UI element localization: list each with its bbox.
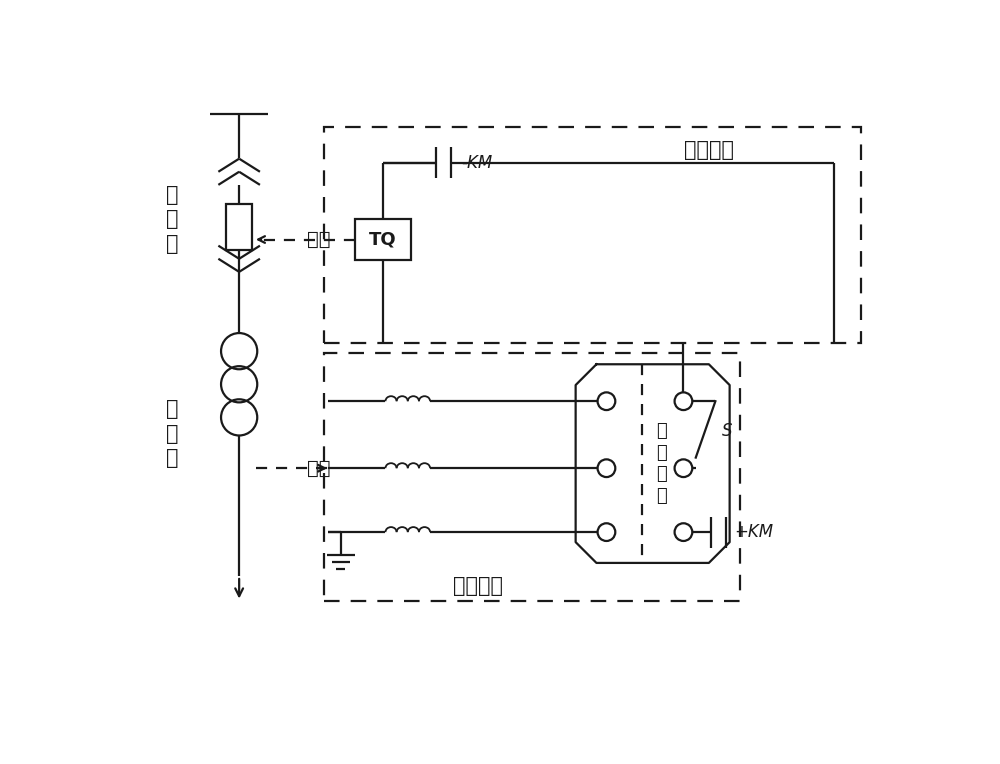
Text: 断
路
器: 断 路 器 [166,185,178,254]
Text: +KM: +KM [734,523,773,541]
Text: 继
电
保
护: 继 电 保 护 [656,422,666,505]
Text: 采集: 采集 [307,458,331,478]
Text: TQ: TQ [369,231,397,248]
Text: 采集回路: 采集回路 [453,576,503,596]
Text: 控制回路: 控制回路 [684,141,734,160]
Text: 互
感
器: 互 感 器 [166,399,178,468]
Text: -KM: -KM [462,154,493,172]
Text: S: S [722,422,732,440]
Bar [355,219,411,260]
Text: 控制: 控制 [307,230,331,249]
Bar [324,353,740,601]
Bar [324,127,861,343]
Bar [226,204,252,251]
